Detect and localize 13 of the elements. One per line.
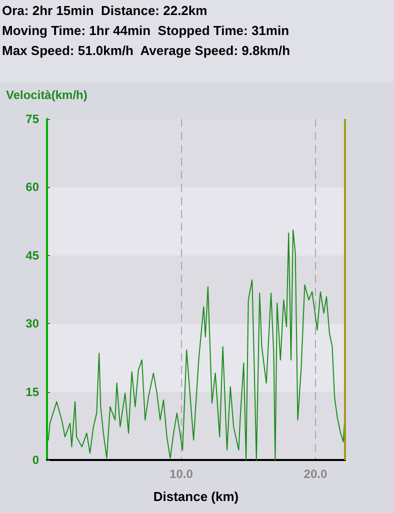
y-tick-label: 0 [32,453,40,467]
y-tick-label: 15 [26,384,40,399]
y-tick-label: 60 [26,180,40,194]
text: Max Speed: 51.0km/h Average Speed: 9.8km/h [2,43,290,58]
text: Ora: 2hr 15min Distance: 22.2km [2,3,208,18]
y-tick-label: 75 [26,112,40,126]
text: Moving Time: 1hr 44min Stopped Time: 31min [2,23,290,38]
y-axis-title: Velocità(km/h) [6,88,88,102]
x-tick-label: 20.0 [304,467,328,481]
y-tick-label: 45 [26,248,40,262]
x-axis-title: Distance (km) [153,489,239,504]
y-tick-label: 30 [26,316,40,331]
x-tick-label: 10.0 [170,467,194,481]
